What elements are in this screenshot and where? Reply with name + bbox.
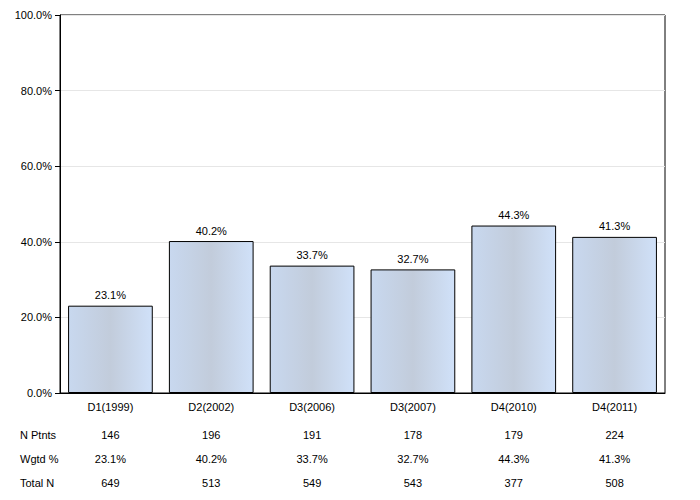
svg-text:508: 508: [605, 477, 623, 489]
svg-text:0.0%: 0.0%: [27, 387, 52, 399]
svg-text:D3(2007): D3(2007): [390, 401, 436, 413]
svg-text:32.7%: 32.7%: [397, 253, 428, 265]
svg-text:23.1%: 23.1%: [95, 453, 126, 465]
svg-text:D2(2002): D2(2002): [188, 401, 234, 413]
svg-text:32.7%: 32.7%: [397, 453, 428, 465]
svg-text:Total N: Total N: [20, 477, 54, 489]
svg-text:40.0%: 40.0%: [21, 236, 52, 248]
svg-text:146: 146: [101, 429, 119, 441]
svg-text:377: 377: [505, 477, 523, 489]
svg-text:60.0%: 60.0%: [21, 160, 52, 172]
svg-text:649: 649: [101, 477, 119, 489]
svg-text:224: 224: [605, 429, 623, 441]
svg-text:20.0%: 20.0%: [21, 311, 52, 323]
svg-text:549: 549: [303, 477, 321, 489]
svg-text:23.1%: 23.1%: [95, 289, 126, 301]
svg-text:196: 196: [202, 429, 220, 441]
svg-text:33.7%: 33.7%: [296, 249, 327, 261]
svg-text:D1(1999): D1(1999): [87, 401, 133, 413]
svg-text:D4(2011): D4(2011): [592, 401, 637, 413]
svg-text:N Ptnts: N Ptnts: [20, 429, 57, 441]
svg-text:543: 543: [404, 477, 422, 489]
svg-text:44.3%: 44.3%: [498, 209, 529, 221]
svg-text:D3(2006): D3(2006): [289, 401, 335, 413]
svg-text:41.3%: 41.3%: [599, 220, 630, 232]
svg-text:80.0%: 80.0%: [21, 85, 52, 97]
svg-text:100.0%: 100.0%: [15, 9, 53, 21]
svg-text:513: 513: [202, 477, 220, 489]
svg-text:41.3%: 41.3%: [599, 453, 630, 465]
svg-text:D4(2010): D4(2010): [491, 401, 537, 413]
svg-text:191: 191: [303, 429, 321, 441]
svg-text:44.3%: 44.3%: [498, 453, 529, 465]
svg-text:Wgtd %: Wgtd %: [20, 453, 59, 465]
svg-text:179: 179: [505, 429, 523, 441]
svg-text:178: 178: [404, 429, 422, 441]
svg-text:40.2%: 40.2%: [196, 225, 227, 237]
svg-text:40.2%: 40.2%: [196, 453, 227, 465]
svg-text:33.7%: 33.7%: [296, 453, 327, 465]
